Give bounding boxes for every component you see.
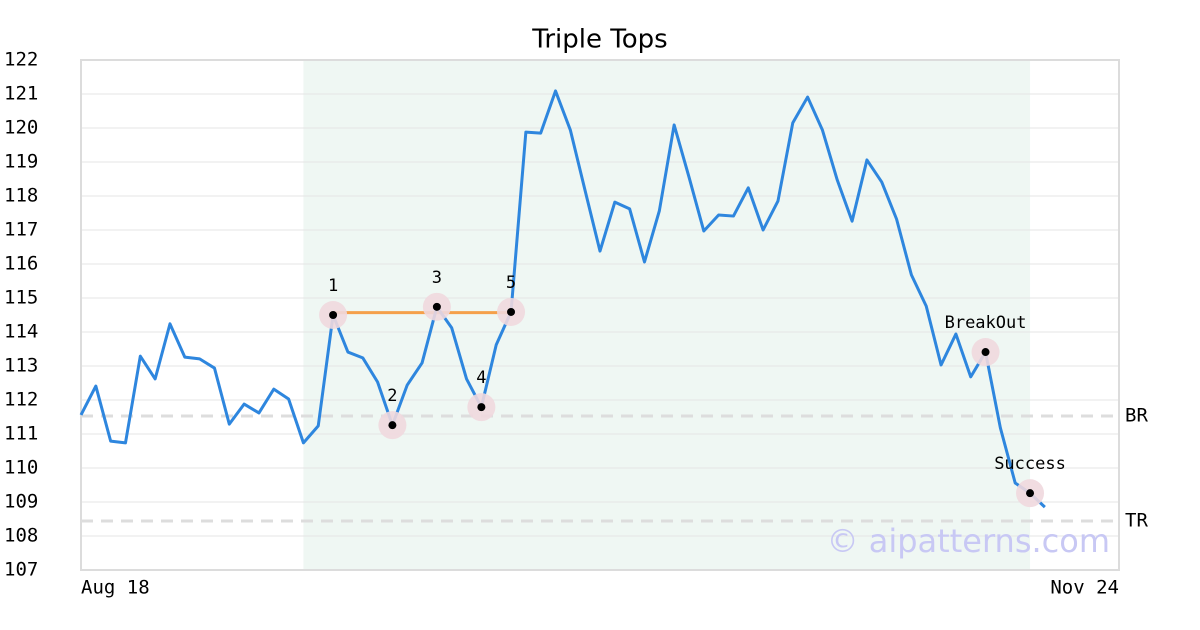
level-label: TR xyxy=(1125,510,1148,532)
point-marker xyxy=(329,311,338,319)
y-tick-label: 115 xyxy=(4,287,38,309)
highlight-region xyxy=(303,60,1031,570)
y-tick-label: 116 xyxy=(4,253,38,275)
y-tick-label: 110 xyxy=(4,457,38,479)
y-tick-label: 121 xyxy=(4,83,38,105)
y-tick-label: 117 xyxy=(4,219,38,241)
point-label: BreakOut xyxy=(945,313,1027,333)
point-marker xyxy=(1026,489,1035,498)
y-tick-label: 113 xyxy=(4,355,38,377)
y-tick-label: 108 xyxy=(4,525,38,547)
point-label: Success xyxy=(994,454,1066,474)
y-tick-label: 112 xyxy=(4,389,38,411)
y-tick-label: 111 xyxy=(4,423,38,445)
point-label: 2 xyxy=(387,386,397,406)
plot-frame xyxy=(80,59,1120,571)
y-tick-label: 109 xyxy=(4,491,38,513)
point-label: 3 xyxy=(432,268,442,288)
point-marker xyxy=(981,348,990,357)
y-tick-label: 107 xyxy=(4,559,38,581)
price-line xyxy=(79,89,1046,509)
level-label: BR xyxy=(1125,404,1148,426)
point-marker xyxy=(432,302,441,311)
y-tick-label: 120 xyxy=(4,117,38,139)
watermark: © aipatterns.com xyxy=(827,522,1110,560)
x-tick-label: Nov 24 xyxy=(1050,577,1119,599)
y-tick-label: 119 xyxy=(4,151,38,173)
x-tick-label: Aug 18 xyxy=(81,577,150,599)
point-marker xyxy=(477,403,486,412)
point-label: 5 xyxy=(506,273,516,293)
chart-title: Triple Tops xyxy=(531,25,667,55)
point-marker xyxy=(388,421,397,430)
y-tick-label: 122 xyxy=(4,49,38,71)
y-tick-label: 114 xyxy=(4,321,38,343)
y-tick-label: 118 xyxy=(4,185,38,207)
point-marker xyxy=(507,307,516,316)
point-label: 1 xyxy=(328,276,338,296)
point-label: 4 xyxy=(476,368,486,388)
